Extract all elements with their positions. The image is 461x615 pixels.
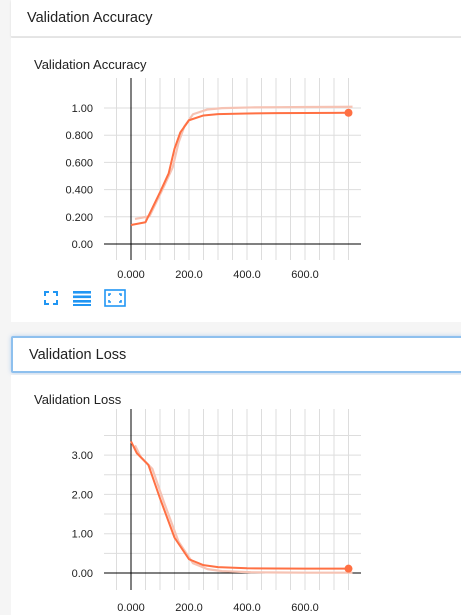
accuracy-chart[interactable]: 0.00 0.200 0.400 0.600 0.800 1.00 0.000 200.0 40… xyxy=(11,38,461,283)
chart-card-validation-accuracy: Validation Accuracy 0.00 0.200 0.400 0.600 0… xyxy=(11,38,461,322)
x-tick-label: 400.0 xyxy=(233,602,261,614)
series-line-raw xyxy=(134,105,353,221)
y-tick-label: 1.00 xyxy=(72,529,93,541)
x-tick-label: 400.0 xyxy=(233,269,261,281)
x-tick-label: 200.0 xyxy=(175,602,203,614)
section-header-validation-loss[interactable]: Validation Loss xyxy=(11,336,461,373)
x-tick-label: 200.0 xyxy=(175,269,203,281)
series-last-point xyxy=(344,108,353,117)
section-header-validation-accuracy[interactable]: Validation Accuracy xyxy=(11,0,461,37)
chart-card-validation-loss: Validation Loss 0.00 1.00 2.00 3.00 0.000 200… xyxy=(11,375,461,615)
y-tick-label: 0.800 xyxy=(65,130,93,142)
fullscreen-icon[interactable] xyxy=(41,288,61,308)
y-tick-label: 1.00 xyxy=(72,103,93,115)
x-tick-label: 600.0 xyxy=(291,602,319,614)
loss-chart[interactable]: 0.00 1.00 2.00 3.00 0.000 200.0 400.0 600.0 xyxy=(11,375,461,615)
chart-title: Validation Accuracy xyxy=(34,57,147,72)
series-line xyxy=(130,440,349,570)
fit-domain-icon[interactable] xyxy=(103,288,127,308)
chart-title: Validation Loss xyxy=(34,392,122,407)
series-line-raw xyxy=(134,444,353,574)
y-tick-label: 0.400 xyxy=(65,185,93,197)
y-tick-label: 3.00 xyxy=(72,450,93,462)
x-tick-label: 0.000 xyxy=(117,602,145,614)
y-tick-label: 0.600 xyxy=(65,157,93,169)
toggle-log-scale-icon[interactable] xyxy=(71,288,93,308)
series-last-point xyxy=(344,564,353,573)
series-line xyxy=(130,111,349,226)
y-tick-label: 0.00 xyxy=(72,239,93,251)
x-tick-label: 0.000 xyxy=(117,269,145,281)
x-tick-label: 600.0 xyxy=(291,269,319,281)
y-tick-label: 2.00 xyxy=(72,489,93,501)
y-tick-label: 0.200 xyxy=(65,212,93,224)
y-tick-label: 0.00 xyxy=(72,568,93,580)
